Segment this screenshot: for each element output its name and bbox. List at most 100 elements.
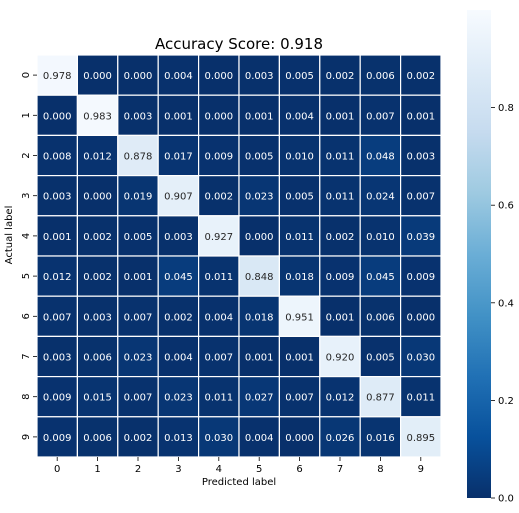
cell-value-label: 0.003 (164, 232, 193, 243)
heatmap-cell (400, 54, 442, 96)
cell-value-label: 0.023 (164, 393, 193, 404)
heatmap-cell (76, 134, 119, 177)
heatmap-cell (198, 215, 240, 257)
y-axis-label: Actual label (4, 206, 15, 265)
chart-title: Accuracy Score: 0.918 (155, 35, 323, 53)
cell-value-label: 0.012 (326, 393, 355, 404)
cell-value-label: 0.011 (406, 393, 435, 404)
cell-value-label: 0.007 (124, 312, 153, 323)
cell-value-label: 0.907 (164, 192, 193, 203)
heatmap-cell (319, 376, 361, 418)
cell-value-label: 0.009 (43, 433, 72, 444)
heatmap-cell (36, 295, 79, 338)
cell-value-label: 0.011 (326, 192, 355, 203)
x-tick-label: 4 (216, 464, 222, 475)
cell-value-label: 0.009 (406, 272, 435, 283)
heatmap-cell (278, 134, 321, 177)
heatmap-cell (319, 215, 361, 257)
heatmap-cell (400, 416, 442, 458)
heatmap-cell (359, 134, 402, 177)
y-tick-label: 9 (21, 434, 32, 440)
cell-value-label: 0.006 (366, 312, 395, 323)
cell-value-label: 0.002 (83, 272, 112, 283)
heatmap-cell (359, 335, 402, 378)
y-tick-label: 1 (21, 112, 32, 118)
x-tick-label: 0 (54, 464, 60, 475)
cell-value-label: 0.008 (43, 152, 72, 163)
cell-value-label: 0.001 (285, 353, 314, 364)
heatmap-cell (238, 416, 281, 458)
heatmap-cell (278, 416, 321, 458)
cell-value-label: 0.023 (124, 353, 153, 364)
cell-value-label: 0.003 (124, 111, 153, 122)
heatmap-cell (278, 175, 321, 217)
cell-value-label: 0.001 (326, 312, 355, 323)
heatmap-cell (238, 255, 281, 297)
heatmap-cell (238, 54, 281, 96)
cell-value-label: 0.920 (326, 353, 355, 364)
cell-value-label: 0.007 (124, 393, 153, 404)
cell-value-label: 0.018 (285, 272, 314, 283)
cell-value-label: 0.030 (204, 433, 233, 444)
cell-value-label: 0.002 (164, 312, 193, 323)
cell-value-label: 0.003 (83, 312, 112, 323)
heatmap-cell (278, 335, 321, 378)
cell-value-label: 0.002 (326, 71, 355, 82)
cell-value-label: 0.007 (204, 353, 233, 364)
heatmap-cell (400, 335, 442, 378)
cell-value-label: 0.006 (366, 71, 395, 82)
heatmap-cell (359, 295, 402, 338)
cell-value-label: 0.951 (285, 312, 314, 323)
cell-value-label: 0.026 (326, 433, 355, 444)
cell-value-label: 0.000 (43, 111, 72, 122)
cell-value-label: 0.024 (366, 192, 395, 203)
cell-value-label: 0.001 (245, 111, 274, 122)
cell-value-label: 0.983 (83, 111, 112, 122)
cell-value-label: 0.017 (164, 152, 193, 163)
heatmap-cell (157, 376, 200, 418)
cell-value-label: 0.002 (326, 232, 355, 243)
cell-value-label: 0.001 (326, 111, 355, 122)
colorbar-tick-label: 0.0 (498, 494, 514, 505)
cell-value-label: 0.048 (366, 152, 395, 163)
cell-value-label: 0.010 (366, 232, 395, 243)
cell-value-label: 0.015 (83, 393, 112, 404)
colorbar (467, 10, 491, 498)
heatmap-cell (76, 54, 119, 96)
heatmap-cell (198, 255, 240, 297)
cell-value-label: 0.007 (366, 111, 395, 122)
x-tick-label: 6 (296, 464, 302, 475)
cell-value-label: 0.009 (326, 272, 355, 283)
x-axis-label: Predicted label (202, 477, 276, 488)
x-tick-label: 2 (135, 464, 141, 475)
cell-value-label: 0.001 (245, 353, 274, 364)
heatmap-cell (198, 376, 240, 418)
cell-value-label: 0.978 (43, 71, 72, 82)
cell-value-label: 0.030 (406, 353, 435, 364)
heatmap-cell (36, 175, 79, 217)
y-tick-label: 8 (21, 394, 32, 400)
cell-value-label: 0.006 (83, 353, 112, 364)
cell-value-label: 0.007 (43, 312, 72, 323)
x-tick-label: 8 (377, 464, 383, 475)
x-tick-label: 5 (256, 464, 262, 475)
heatmap-cell (157, 255, 200, 297)
heatmap-cell (319, 54, 361, 96)
cell-value-label: 0.027 (245, 393, 274, 404)
heatmap-cell (278, 94, 321, 136)
cell-value-label: 0.001 (164, 111, 193, 122)
cell-value-label: 0.001 (406, 111, 435, 122)
cell-value-label: 0.023 (245, 192, 274, 203)
heatmap-cell (238, 215, 281, 257)
x-axis-ticks: 0 1 2 3 4 5 6 7 8 9 (54, 457, 424, 475)
cell-value-label: 0.005 (285, 71, 314, 82)
heatmap-cell (359, 376, 402, 418)
cell-value-label: 0.003 (43, 353, 72, 364)
cell-value-label: 0.004 (164, 71, 193, 82)
cell-value-label: 0.848 (245, 272, 274, 283)
cell-value-label: 0.012 (43, 272, 72, 283)
cell-value-label: 0.045 (164, 272, 193, 283)
cell-value-label: 0.000 (285, 433, 314, 444)
cell-value-label: 0.018 (245, 312, 274, 323)
